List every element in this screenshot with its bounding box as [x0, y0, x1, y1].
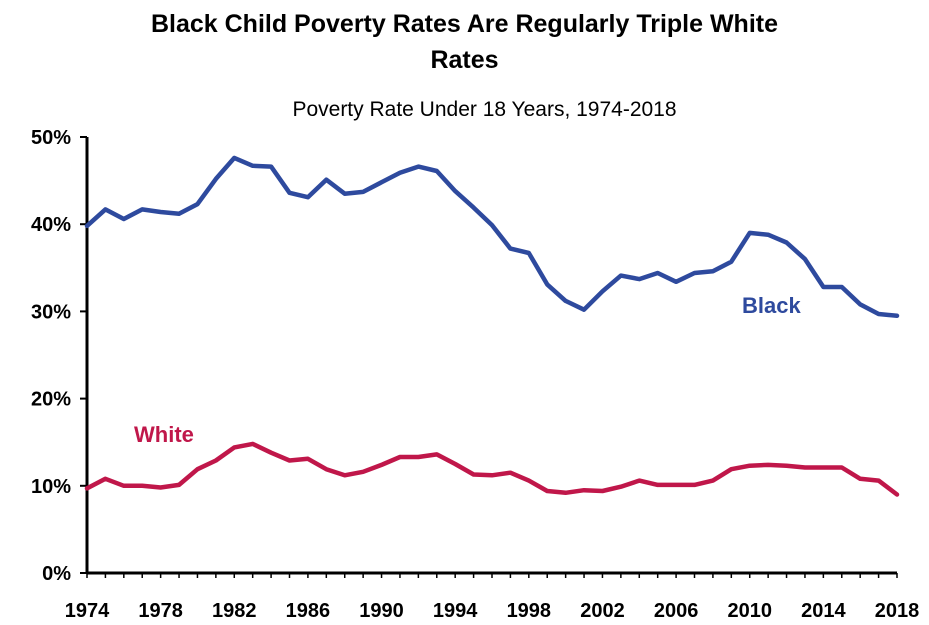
- axes: [80, 136, 898, 578]
- series-labels: Black White: [134, 293, 801, 447]
- y-tick-label: 10%: [31, 476, 71, 498]
- y-tick-label: 30%: [31, 301, 71, 323]
- series-label-white: White: [134, 422, 194, 447]
- x-tick-label: 2006: [654, 600, 699, 622]
- x-tick-label: 2014: [801, 600, 846, 622]
- y-tick-label: 50%: [31, 127, 71, 149]
- chart-title: Black Child Poverty Rates Are Regularly …: [0, 6, 929, 78]
- x-tick-label: 1982: [212, 600, 257, 622]
- chart-subtitle: Poverty Rate Under 18 Years, 1974-2018: [292, 98, 677, 121]
- x-tick-label: 2018: [875, 600, 920, 622]
- x-tick-label: 2002: [580, 600, 625, 622]
- series-lines: [84, 155, 900, 497]
- x-tick-label: 1974: [65, 600, 110, 622]
- x-tick-label: 1978: [138, 600, 183, 622]
- y-tick-label: 20%: [31, 389, 71, 411]
- y-tick-label: 40%: [31, 214, 71, 236]
- chart-title-line-1: Black Child Poverty Rates Are Regularly …: [150, 10, 779, 38]
- series-label-black: Black: [742, 293, 801, 318]
- y-tick-label: 0%: [42, 563, 71, 585]
- tick-labels: 0% 10% 20% 30% 40% 50% 1974 1978 1982 1986 1990 199…: [31, 127, 919, 622]
- x-tick-label: 1986: [286, 600, 331, 622]
- x-tick-label: 1994: [433, 600, 478, 622]
- chart-title-line-2: Rates: [430, 46, 499, 74]
- x-tick-label: 2010: [727, 600, 772, 622]
- series-line-white: [84, 441, 900, 497]
- x-tick-label: 1990: [359, 600, 404, 622]
- series-line-black: [84, 155, 900, 319]
- x-tick-label: 1998: [507, 600, 552, 622]
